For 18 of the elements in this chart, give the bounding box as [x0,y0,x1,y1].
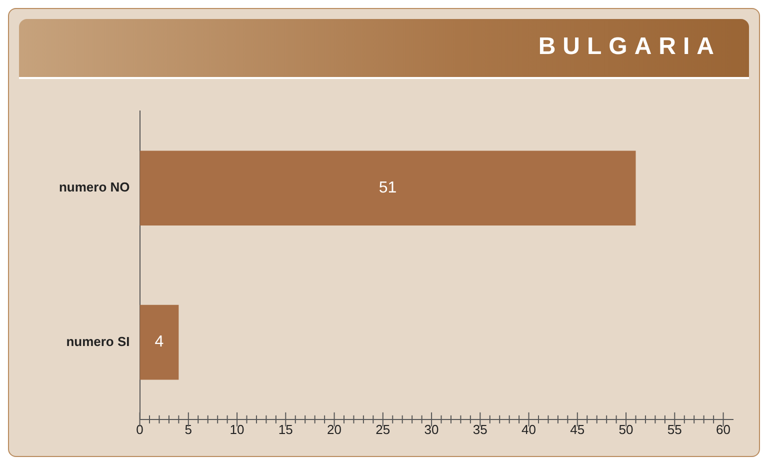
x-tick-label: 40 [522,422,536,437]
x-tick-label: 20 [327,422,342,437]
data-label: 51 [378,180,397,197]
x-tick-label: 15 [278,422,293,437]
data-label: 4 [154,334,164,351]
x-tick-label: 60 [716,422,731,437]
x-tick-label: 30 [424,422,439,437]
y-tick-label: numero SI [66,334,130,349]
y-tick-label: numero NO [58,180,130,195]
x-tick-label: 10 [230,422,244,437]
x-tick-label: 5 [184,422,192,437]
x-tick-label: 0 [136,422,144,437]
x-tick-label: 55 [667,422,682,437]
x-tick-label: 25 [376,422,390,437]
chart-title: BULGARIA [538,33,721,61]
x-tick-label: 50 [618,422,634,437]
x-tick-label: 45 [570,422,585,437]
x-tick-label: 35 [472,422,488,437]
